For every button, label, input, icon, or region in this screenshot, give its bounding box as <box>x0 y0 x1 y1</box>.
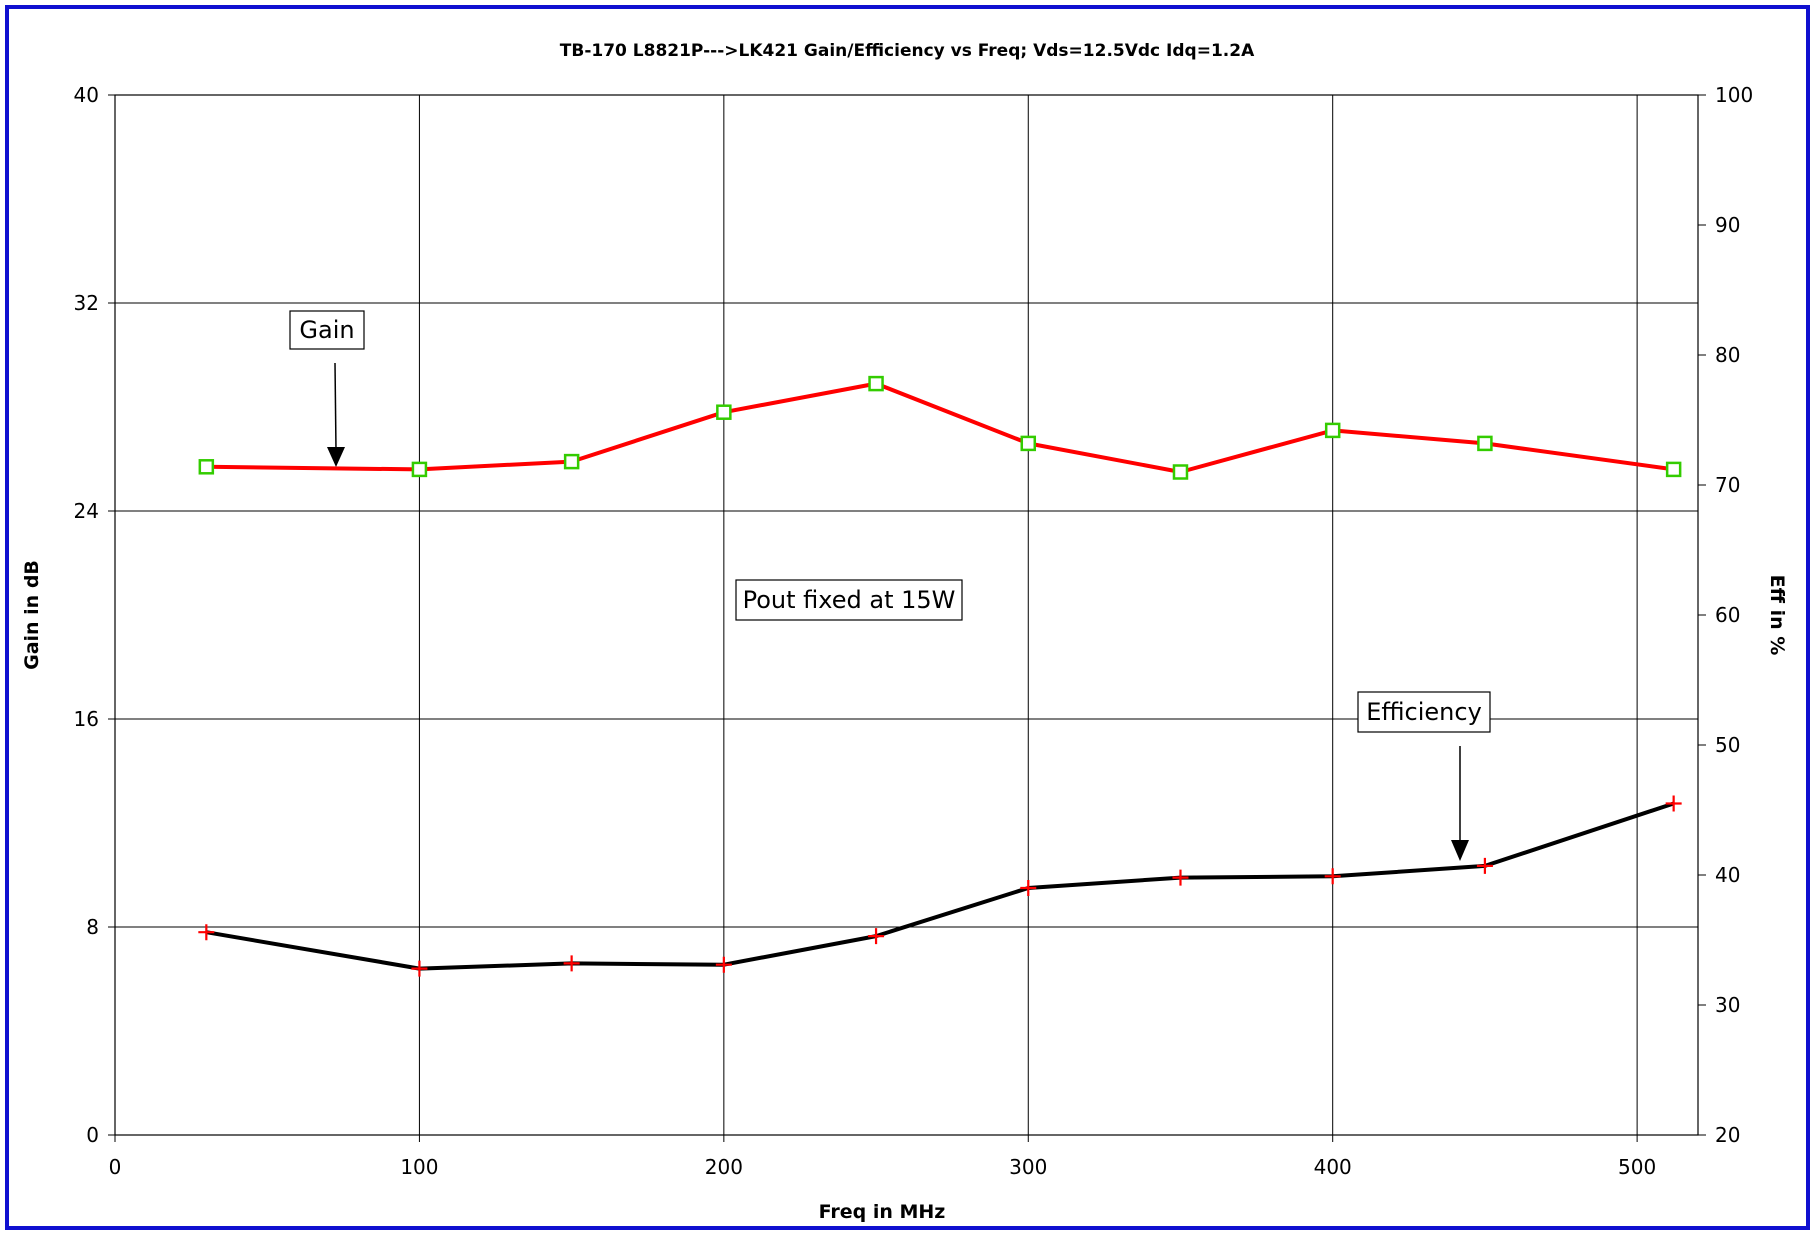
pout-annotation-label: Pout fixed at 15W <box>743 586 956 614</box>
y2-tick-label: 40 <box>1715 863 1740 887</box>
efficiency-annotation-label: Efficiency <box>1366 698 1482 726</box>
x-axis-label: Freq in MHz <box>819 1201 946 1223</box>
y-axis-right: 20 30 40 50 60 70 80 90 100 <box>1698 83 1753 1147</box>
gain-point <box>716 404 732 420</box>
efficiency-point <box>1324 868 1341 885</box>
y-tick-label: 32 <box>74 291 99 315</box>
series-line <box>206 381 1674 474</box>
series-gain <box>198 375 1682 480</box>
efficiency-arrow-head <box>1451 840 1469 861</box>
y-axis-left: 0 8 16 24 32 40 <box>74 83 115 1147</box>
y2-tick-label: 90 <box>1715 213 1740 237</box>
gain-point <box>563 453 580 470</box>
y2-axis-label: Eff in % <box>1766 575 1788 656</box>
pout-annotation: Pout fixed at 15W <box>735 579 963 621</box>
gain-point <box>1477 435 1493 452</box>
series <box>198 375 1682 977</box>
y2-tick-label: 20 <box>1715 1123 1740 1147</box>
gain-point <box>868 375 884 392</box>
efficiency-point <box>1020 880 1037 896</box>
gain-point <box>198 459 215 475</box>
gain-arrow-head <box>327 447 345 467</box>
y2-tick-label: 30 <box>1715 993 1740 1017</box>
x-tick-label: 400 <box>1314 1155 1352 1179</box>
y2-tick-label: 70 <box>1715 473 1740 497</box>
y-tick-label: 24 <box>74 499 99 523</box>
gain-point <box>1172 464 1189 480</box>
gain-annotation-label: Gain <box>299 316 354 344</box>
x-tick-label: 200 <box>705 1155 743 1179</box>
efficiency-point <box>198 924 215 941</box>
y2-tick-label: 80 <box>1715 343 1740 367</box>
y-tick-label: 16 <box>74 707 99 731</box>
series-line <box>205 801 1675 971</box>
pout-annotation-box <box>735 579 963 621</box>
gain-point <box>1665 461 1682 478</box>
gain-point <box>411 461 428 478</box>
series-efficiency <box>198 795 1682 977</box>
x-tick-label: 100 <box>400 1155 438 1179</box>
x-tick-label: 300 <box>1009 1155 1047 1179</box>
gain-annotation: Gain <box>289 310 365 467</box>
y-tick-label: 8 <box>86 915 99 939</box>
gain-point <box>1020 435 1037 452</box>
gain-annotation-box <box>289 310 365 350</box>
y2-tick-label: 100 <box>1715 83 1753 107</box>
gain-point <box>1324 422 1341 439</box>
x-axis: 0 100 200 300 400 500 <box>109 1135 1656 1179</box>
efficiency-point <box>411 960 428 977</box>
efficiency-point <box>1476 857 1493 874</box>
efficiency-point <box>563 955 580 972</box>
efficiency-point <box>715 956 732 973</box>
efficiency-point <box>1172 869 1189 886</box>
y2-tick-label: 60 <box>1715 603 1740 627</box>
gain-arrow-shaft <box>334 362 337 451</box>
efficiency-annotation-box <box>1357 691 1491 733</box>
y-tick-label: 40 <box>74 83 99 107</box>
efficiency-annotation: Efficiency <box>1357 691 1491 861</box>
chart-title: TB-170 L8821P--->LK421 Gain/Efficiency v… <box>560 41 1255 61</box>
x-tick-label: 0 <box>109 1155 122 1179</box>
y-axis-label: Gain in dB <box>21 560 43 670</box>
efficiency-point <box>1665 795 1682 812</box>
y2-tick-label: 50 <box>1715 733 1740 757</box>
y-tick-label: 0 <box>86 1123 99 1147</box>
efficiency-point <box>868 928 885 945</box>
x-tick-label: 500 <box>1618 1155 1656 1179</box>
